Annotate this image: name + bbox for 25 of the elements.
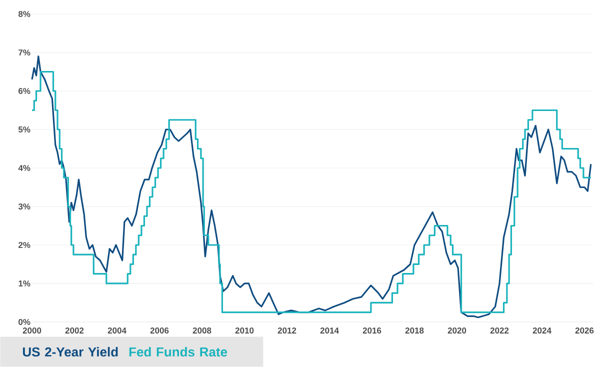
- x-tick-label: 2002: [65, 328, 84, 334]
- text: US 2-Year Yield: [22, 347, 118, 357]
- x-tick-label: 2026: [575, 328, 594, 334]
- y-tick-label: 2%: [18, 242, 30, 248]
- x-tick-label: 2024: [532, 328, 552, 334]
- text: Fed Funds Rate: [129, 347, 228, 357]
- y-tick-label: 0%: [18, 318, 30, 325]
- y-tick-label: 3%: [18, 203, 30, 210]
- x-tick-label: 2014: [320, 328, 339, 334]
- x-tick-label: 2010: [235, 328, 254, 334]
- y-tick-label: 7%: [18, 50, 30, 56]
- x-tick-label: 2004: [108, 328, 126, 334]
- x-tick-label: 2000: [22, 328, 42, 334]
- x-tick-label: 2006: [150, 328, 169, 334]
- x-tick-label: 2018: [405, 328, 424, 334]
- x-tick-label: 2020: [448, 328, 466, 334]
- y-tick-label: 8%: [18, 10, 30, 17]
- y-tick-label: 5%: [18, 126, 30, 132]
- x-tick-label: 2022: [490, 328, 509, 334]
- y-tick-label: 6%: [18, 88, 30, 94]
- x-tick-label: 2016: [362, 328, 382, 334]
- y-tick-label: 4%: [18, 165, 30, 171]
- y-tick-label: 1%: [18, 280, 30, 286]
- x-tick-label: 2008: [192, 328, 212, 334]
- x-tick-label: 2012: [278, 328, 296, 334]
